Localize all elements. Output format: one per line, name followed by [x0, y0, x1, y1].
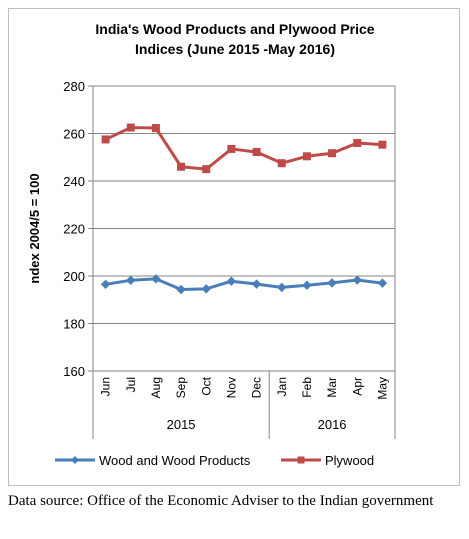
x-tick-label-2: Aug [149, 377, 163, 398]
chart-title-line-1: India's Wood Products and Plywood Price [95, 21, 375, 37]
series-1-point-1 [126, 123, 135, 132]
chart-frame: India's Wood Products and Plywood Price … [8, 8, 460, 486]
legend-label-1: Plywood [325, 453, 374, 468]
series-1-point-11 [378, 140, 387, 149]
x-tick-label-1: Jul [124, 377, 138, 392]
year-label-0: 2015 [167, 417, 196, 432]
y-tick-label-2: 200 [63, 269, 85, 284]
x-tick-label-10: Apr [350, 377, 364, 396]
y-axis-title: ndex 2004/5 = 100 [27, 173, 42, 283]
series-1-point-2 [151, 124, 160, 133]
series-1-point-6 [252, 148, 261, 157]
series-1-point-9 [328, 149, 337, 158]
series-0-point-3 [176, 284, 186, 295]
y-tick-label-6: 280 [63, 79, 85, 94]
x-tick-label-7: Jan [275, 377, 289, 396]
series-1-point-5 [227, 144, 236, 153]
series-1-point-3 [177, 162, 186, 171]
y-tick-label-5: 260 [63, 127, 85, 142]
year-label-1: 2016 [318, 417, 347, 432]
series-1-point-0 [101, 135, 110, 144]
series-1-point-4 [202, 165, 211, 174]
x-tick-label-3: Sep [174, 377, 188, 399]
line-chart: 160 180 200 220 240 260 280 ndex 2004/5 = 100 Ju… [27, 79, 396, 468]
series-1-point-7 [277, 159, 286, 168]
series-0-point-10 [352, 275, 362, 285]
x-tick-label-8: Feb [300, 377, 314, 398]
series-0-point-4 [201, 284, 211, 294]
legend-label-0: Wood and Wood Products [99, 453, 251, 468]
series-0-point-7 [277, 282, 287, 293]
x-tick-label-11: May [375, 377, 389, 400]
y-tick-label-1: 180 [63, 317, 85, 332]
x-tick-label-5: Nov [224, 377, 238, 398]
y-tick-label-4: 240 [63, 174, 85, 189]
series-0-point-9 [327, 278, 337, 288]
chart-title: India's Wood Products and Plywood Price … [9, 19, 461, 59]
series-0-point-11 [377, 278, 388, 288]
series-0-point-0 [100, 279, 111, 290]
series-0-point-8 [302, 280, 312, 290]
chart-title-line-2: Indices (June 2015 -May 2016) [135, 41, 335, 57]
series-1-point-10 [353, 139, 362, 147]
series-0-point-2 [151, 274, 161, 284]
series-line-1 [104, 126, 383, 171]
series-0-point-6 [251, 279, 262, 289]
legend-marker-0 [71, 456, 79, 464]
source-note: Data source: Office of the Economic Advi… [8, 493, 434, 509]
series-0-point-5 [226, 276, 237, 286]
y-tick-label-0: 160 [63, 364, 85, 379]
series-1-point-8 [302, 152, 311, 161]
x-tick-label-4: Oct [199, 376, 213, 395]
x-tick-label-6: Dec [250, 377, 264, 398]
x-tick-label-9: Mar [325, 377, 339, 398]
y-tick-label-3: 220 [63, 222, 85, 237]
series-0-point-1 [126, 275, 136, 285]
legend-marker-1 [297, 456, 305, 464]
x-tick-label-0: Jun [99, 377, 113, 396]
